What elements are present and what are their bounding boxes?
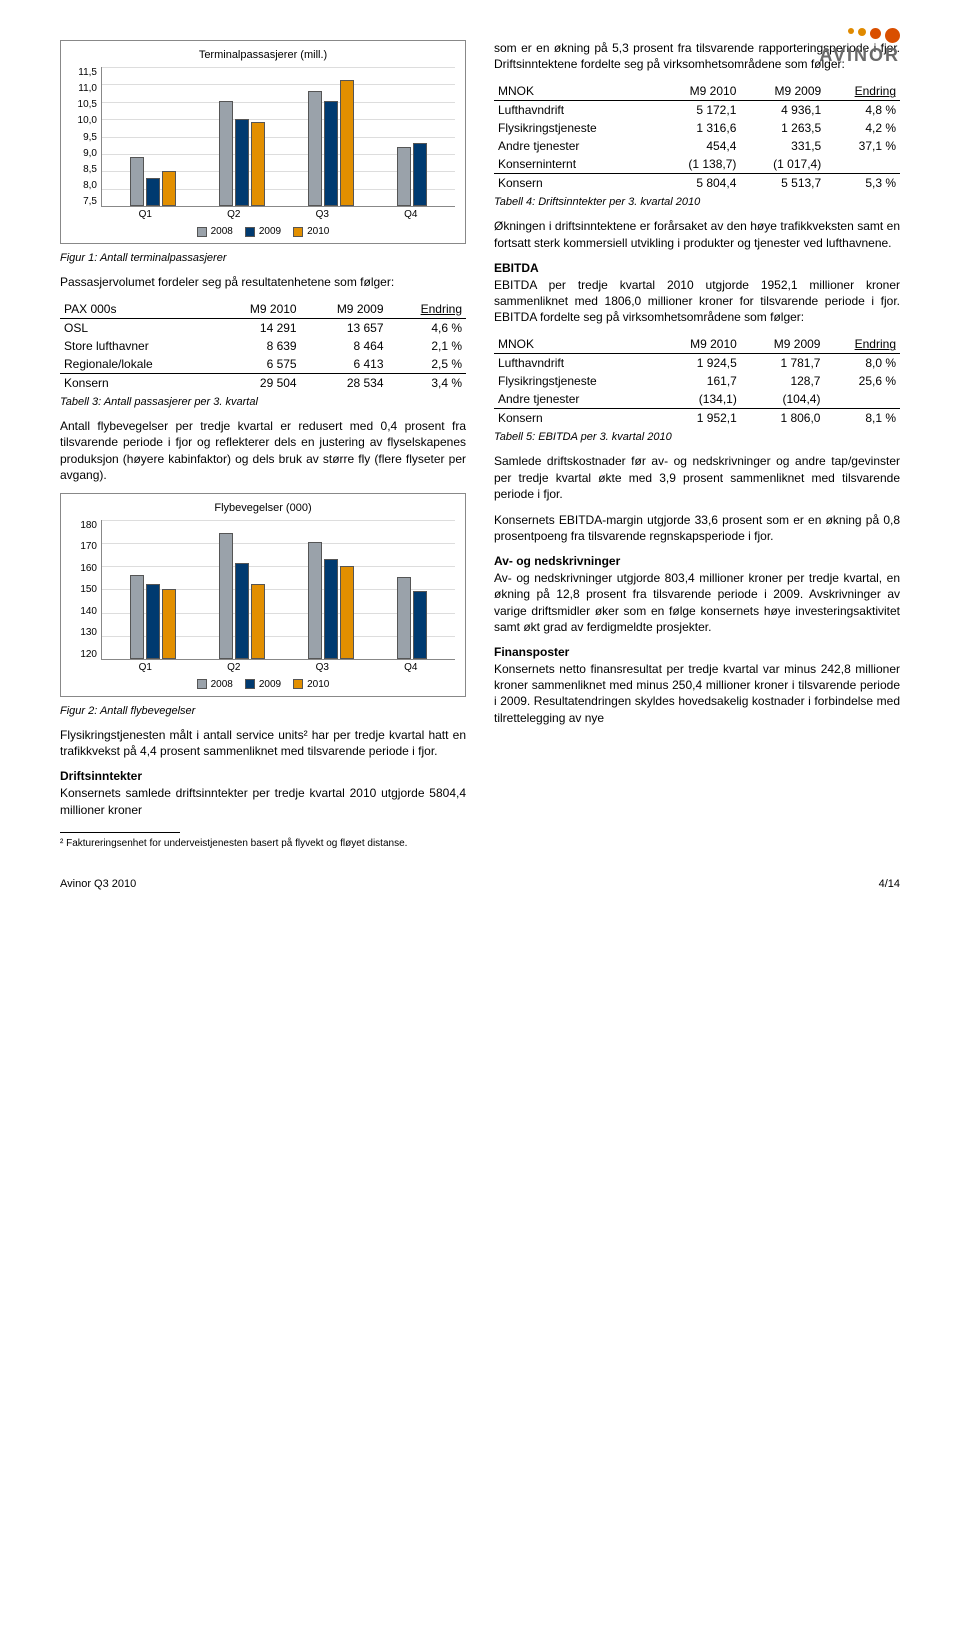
head-finans: Finansposter: [494, 645, 900, 659]
chart2-xaxis: Q1Q2Q3Q4: [101, 662, 455, 673]
table5: MNOKM9 2010M9 2009EndringLufthavndrift1 …: [494, 335, 900, 427]
fig1-caption: Figur 1: Antall terminalpassasjerer: [60, 252, 466, 264]
table3-caption: Tabell 3: Antall passasjerer per 3. kvar…: [60, 396, 466, 408]
para-finans: Konsernets netto finansresultat per tred…: [494, 661, 900, 726]
fig2-caption: Figur 2: Antall flybevegelser: [60, 705, 466, 717]
para-flybev: Antall flybevegelser per tredje kvartal …: [60, 418, 466, 483]
head-ebitda: EBITDA: [494, 261, 900, 275]
page-footer: Avinor Q3 2010 4/14: [60, 878, 900, 890]
logo-dots: [848, 28, 900, 43]
chart-flybev: Flybevegelser (000) 18017016015014013012…: [60, 493, 466, 697]
footer-left: Avinor Q3 2010: [60, 878, 136, 890]
chart2-yaxis: 180170160150140130120: [71, 520, 101, 660]
right-column: som er en økning på 5,3 prosent fra tils…: [494, 40, 900, 850]
para-drift: Konsernets samlede driftsinntekter per t…: [60, 785, 466, 817]
chart1-yaxis: 11,511,010,510,09,59,08,58,07,5: [71, 67, 101, 207]
para-okning: Økningen i driftsinntektene er forårsake…: [494, 218, 900, 250]
chart2-bars: [102, 520, 455, 659]
left-column: Terminalpassasjerer (mill.) 11,511,010,5…: [60, 40, 466, 850]
chart2-title: Flybevegelser (000): [71, 502, 455, 514]
para-avned: Av- og nedskrivninger utgjorde 803,4 mil…: [494, 570, 900, 635]
footer-right: 4/14: [879, 878, 900, 890]
para-ebitda: EBITDA per tredje kvartal 2010 utgjorde …: [494, 277, 900, 326]
head-avned: Av- og nedskrivninger: [494, 554, 900, 568]
table4: MNOKM9 2010M9 2009EndringLufthavndrift5 …: [494, 82, 900, 192]
chart1-legend: 200820092010: [71, 226, 455, 237]
chart1-xaxis: Q1Q2Q3Q4: [101, 209, 455, 220]
chart2-legend: 200820092010: [71, 679, 455, 690]
para-margin: Konsernets EBITDA-margin utgjorde 33,6 p…: [494, 512, 900, 544]
table3: PAX 000sM9 2010M9 2009EndringOSL14 29113…: [60, 300, 466, 392]
para-samlede: Samlede driftskostnader før av- og nedsk…: [494, 453, 900, 502]
table4-caption: Tabell 4: Driftsinntekter per 3. kvartal…: [494, 196, 900, 208]
avinor-logo: AVINOR: [819, 28, 900, 66]
chart1-title: Terminalpassasjerer (mill.): [71, 49, 455, 61]
table5-caption: Tabell 5: EBITDA per 3. kvartal 2010: [494, 431, 900, 443]
footnote: ² Faktureringsenhet for underveistjenest…: [60, 837, 466, 850]
chart1-bars: [102, 67, 455, 206]
head-driftsinntekter: Driftsinntekter: [60, 769, 466, 783]
logo-text: AVINOR: [819, 45, 900, 66]
footnote-rule: [60, 832, 180, 833]
para-passvol: Passasjervolumet fordeler seg på resulta…: [60, 274, 466, 290]
para-flysikring: Flysikringstjenesten målt i antall servi…: [60, 727, 466, 759]
chart-terminalpass: Terminalpassasjerer (mill.) 11,511,010,5…: [60, 40, 466, 244]
